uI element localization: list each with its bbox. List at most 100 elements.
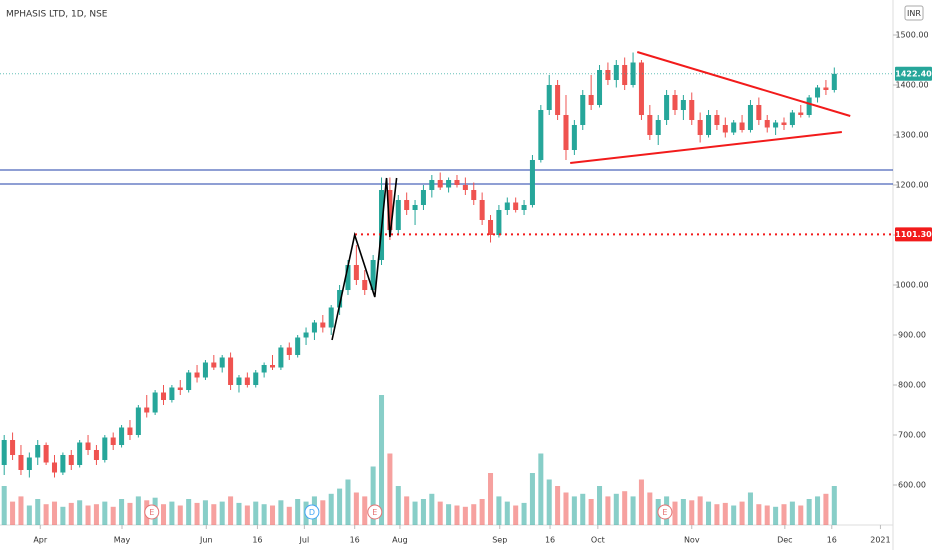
volume-bar <box>580 493 586 525</box>
x-tick-label: May <box>114 536 131 545</box>
trend-drawing <box>636 51 851 117</box>
candle-body <box>186 372 192 390</box>
event-label: E <box>149 508 154 517</box>
candle-body <box>773 122 779 128</box>
volume-bar <box>588 499 594 525</box>
candle-body <box>706 115 712 135</box>
currency-box[interactable] <box>904 5 924 21</box>
y-tick-label: 1000.00 <box>895 281 928 290</box>
volume-bar <box>798 505 804 525</box>
candle-body <box>51 462 58 473</box>
volume-bar <box>680 499 686 525</box>
candle-body <box>806 97 812 115</box>
price-label-box <box>895 66 932 81</box>
volume-bar <box>638 479 644 525</box>
candle-body <box>454 180 460 185</box>
x-tick-label: 16 <box>350 536 360 545</box>
y-tick-label: 600.00 <box>898 481 926 490</box>
volume-bar <box>43 504 49 525</box>
candle-body <box>169 387 175 400</box>
candle-body <box>160 392 167 400</box>
volume-bar <box>261 504 267 525</box>
candle-body <box>395 200 401 230</box>
event-marker <box>304 504 320 520</box>
volume-bar <box>202 500 208 525</box>
volume-bar <box>747 492 753 525</box>
volume-bar <box>186 499 192 525</box>
candle-body <box>362 280 368 290</box>
candle-body <box>689 100 695 120</box>
currency: INR <box>907 9 921 18</box>
candle-body <box>26 457 32 470</box>
volume-bar <box>35 499 41 525</box>
volume-bar <box>244 505 250 525</box>
volume-bar <box>362 496 368 525</box>
candle-body <box>35 445 41 458</box>
volume-bar <box>160 504 167 525</box>
candle-body <box>597 70 603 105</box>
candle-body <box>211 362 217 368</box>
volume-bar <box>404 496 410 525</box>
x-tick-label: Jun <box>199 536 213 545</box>
candle-body <box>278 347 284 368</box>
volume-bar <box>471 504 477 525</box>
volume-bar <box>169 501 175 525</box>
candle-body <box>68 455 74 465</box>
volume-bar <box>278 500 284 525</box>
x-tick-label: Sep <box>492 536 507 545</box>
x-tick-label: Nov <box>684 536 700 545</box>
candle-body <box>462 185 468 190</box>
volume-bar <box>77 500 83 525</box>
volume-bar <box>370 466 376 525</box>
volume-bar <box>127 502 133 525</box>
candle-body <box>370 260 376 290</box>
candle-body <box>219 357 225 368</box>
volume-bar <box>706 501 712 525</box>
candle-body <box>345 265 351 290</box>
candle-body <box>77 442 83 465</box>
volume-bar <box>697 496 703 525</box>
candle-body <box>521 205 527 210</box>
event-marker <box>144 504 160 520</box>
volume-bar <box>521 502 527 525</box>
volume-bar <box>597 486 603 525</box>
volume-bar <box>51 501 58 525</box>
candle-body <box>815 87 821 98</box>
volume-bar <box>412 501 418 525</box>
volume-bar <box>420 499 426 525</box>
volume-bar <box>672 501 678 525</box>
candle-body <box>135 407 141 435</box>
candle-body <box>580 95 586 125</box>
candle-body <box>831 73 837 90</box>
volume-bar <box>429 493 435 525</box>
volume-bar <box>253 501 259 525</box>
candle-body <box>127 427 133 435</box>
y-tick-label: 1200.00 <box>895 181 928 190</box>
volume-bar <box>102 501 108 525</box>
x-tick-label: Dec <box>777 536 792 545</box>
candle-body <box>18 455 24 470</box>
volume-bar <box>756 504 762 525</box>
candle-body <box>479 200 485 220</box>
volume-bar <box>328 493 334 525</box>
candle-body <box>420 190 426 205</box>
candle-body <box>722 125 728 133</box>
candle-body <box>764 120 770 128</box>
volume-bar <box>236 502 242 525</box>
volume-bar <box>605 496 611 525</box>
volume-bar <box>379 395 385 525</box>
candle-body <box>555 85 561 115</box>
candle-body <box>303 332 309 338</box>
volume-bar <box>93 504 99 525</box>
volume-bar <box>722 502 728 525</box>
volume-bar <box>60 506 66 525</box>
volume-bar <box>546 479 552 525</box>
candle-body <box>613 65 619 80</box>
candle-body <box>60 455 66 473</box>
volume-bar <box>119 499 125 525</box>
x-tick-label: 16 <box>545 536 555 545</box>
volume-bar <box>395 486 401 525</box>
candle-body <box>93 450 99 460</box>
candle-body <box>244 377 250 385</box>
